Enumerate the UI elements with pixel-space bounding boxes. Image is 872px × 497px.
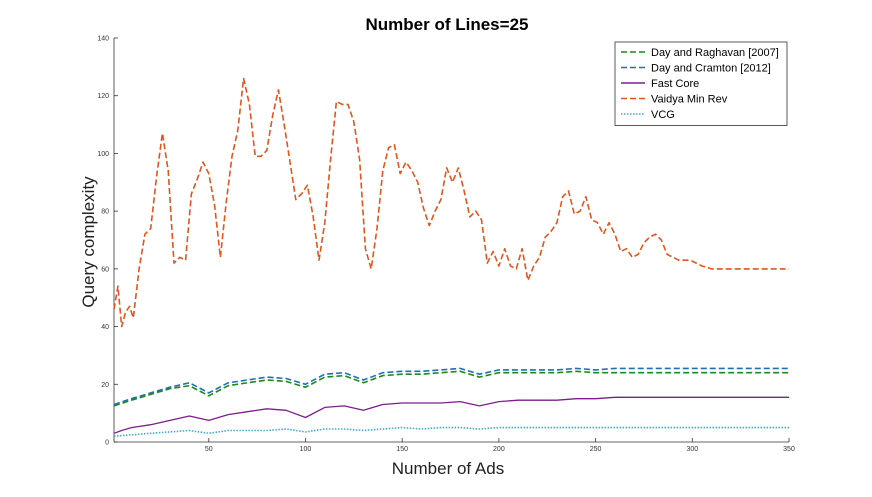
y-tick-label: 0 — [105, 440, 109, 447]
x-tick-label: 200 — [493, 446, 505, 453]
y-tick-label: 120 — [97, 93, 109, 100]
legend-label: VCG — [651, 109, 675, 121]
x-tick-label: 50 — [205, 446, 213, 453]
x-tick-label: 350 — [783, 446, 795, 453]
x-axis-label: Number of Ads — [392, 459, 504, 478]
y-tick-label: 80 — [101, 209, 109, 216]
series-line-3 — [113, 77, 789, 328]
x-tick-label: 250 — [590, 446, 602, 453]
legend-label: Vaidya Min Rev — [651, 94, 728, 106]
series-lines — [113, 77, 789, 437]
legend: Day and Raghavan [2007] Day and Cramton [… — [614, 41, 788, 126]
legend-label: Fast Core — [651, 78, 699, 90]
legend-label: Day and Raghavan [2007] — [651, 47, 779, 59]
x-tick-label: 150 — [396, 446, 408, 453]
series-line-2 — [113, 396, 789, 434]
y-tick-label: 20 — [101, 382, 109, 389]
series-line-1 — [113, 367, 789, 406]
legend-label: Day and Cramton [2012] — [651, 63, 771, 75]
y-tick-label: 100 — [97, 151, 109, 158]
series-line-0 — [113, 370, 789, 407]
y-tick-label: 140 — [97, 36, 109, 43]
axes: 50 100 150 200 250 300 350 0 20 40 60 80 100 120 140 — [97, 36, 795, 454]
chart-title: Number of Lines=25 — [366, 15, 529, 34]
x-tick-label: 100 — [300, 446, 312, 453]
x-tick-label: 300 — [686, 446, 698, 453]
y-tick-label: 60 — [101, 266, 109, 273]
y-tick-label: 40 — [101, 324, 109, 331]
y-axis-label: Query complexity — [79, 176, 98, 308]
series-line-4 — [113, 426, 789, 437]
